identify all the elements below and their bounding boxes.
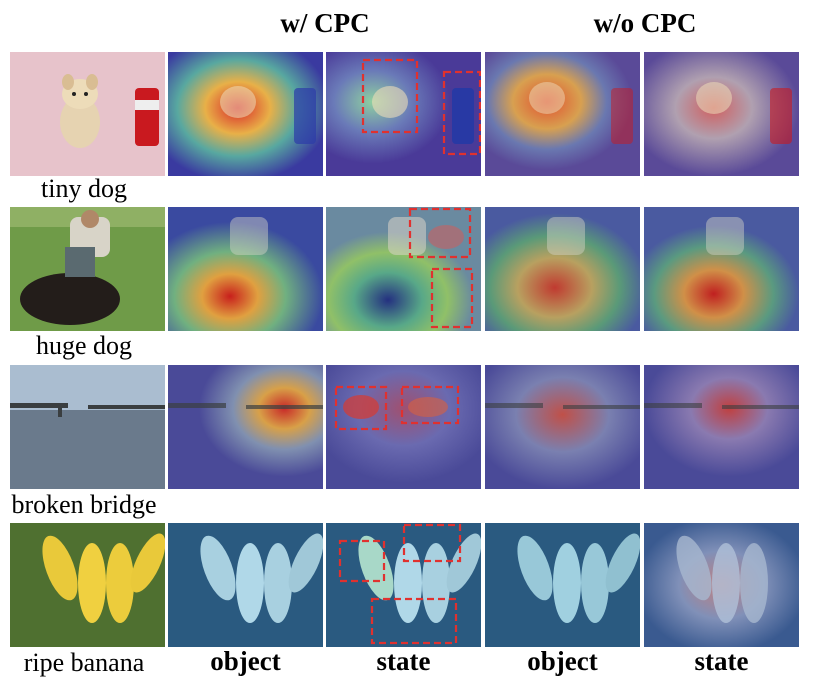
highlight-box	[402, 523, 462, 563]
image-ripe-banana-wcpc-state	[326, 523, 481, 647]
highlight-box	[430, 267, 474, 329]
highlight-box	[442, 70, 481, 156]
column-label-state-wocpc: state	[694, 646, 749, 676]
header-with-cpc: w/ CPC	[280, 8, 370, 38]
row-label-tiny-dog: tiny dog	[41, 174, 127, 203]
image-broken-bridge-wocpc-state	[644, 365, 799, 489]
image-ripe-banana-wocpc-state	[644, 523, 799, 647]
image-huge-dog-wcpc-object	[168, 207, 323, 331]
header-without-cpc: w/o CPC	[593, 8, 697, 38]
image-ripe-banana-wcpc-object	[168, 523, 323, 647]
image-tiny-dog-wocpc-state	[644, 52, 799, 176]
image-tiny-dog-wcpc-object	[168, 52, 323, 176]
column-label-object-wcpc: object	[210, 646, 281, 676]
highlight-box	[408, 207, 472, 259]
highlight-box	[334, 385, 388, 431]
highlight-box	[361, 58, 419, 134]
image-tiny-dog-wocpc-object	[485, 52, 640, 176]
column-label-state-wcpc: state	[376, 646, 431, 676]
image-tiny-dog-wcpc-state	[326, 52, 481, 176]
row-label-huge-dog: huge dog	[35, 331, 133, 360]
image-ripe-banana-wocpc-object	[485, 523, 640, 647]
row-label-ripe-banana: ripe banana	[23, 648, 145, 677]
image-huge-dog-wcpc-state	[326, 207, 481, 331]
image-broken-bridge-wcpc-object	[168, 365, 323, 489]
image-broken-bridge-original	[10, 365, 165, 489]
image-huge-dog-wocpc-state	[644, 207, 799, 331]
image-broken-bridge-wcpc-state	[326, 365, 481, 489]
image-broken-bridge-wocpc-object	[485, 365, 640, 489]
image-tiny-dog-original	[10, 52, 165, 176]
image-huge-dog-original	[10, 207, 165, 331]
column-label-object-wocpc: object	[527, 646, 598, 676]
highlight-box	[370, 597, 458, 645]
image-ripe-banana-original	[10, 523, 165, 647]
row-label-broken-bridge: broken bridge	[11, 490, 157, 519]
highlight-box	[400, 385, 460, 425]
image-huge-dog-wocpc-object	[485, 207, 640, 331]
highlight-box	[338, 539, 386, 583]
